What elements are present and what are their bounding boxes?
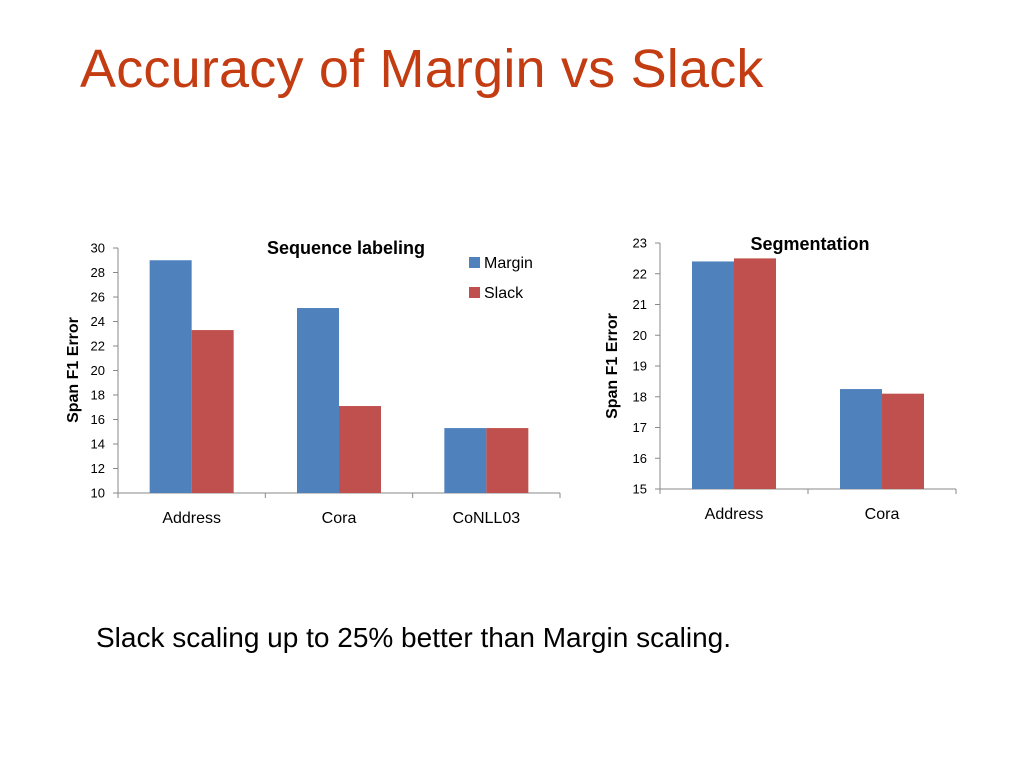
y-tick-label: 16 [633, 451, 647, 466]
bar-slack-address [734, 258, 776, 489]
bar-margin-cora [840, 389, 882, 489]
x-category-label: CoNLL03 [453, 510, 521, 527]
legend-label-margin: Margin [484, 255, 533, 272]
y-tick-label: 14 [91, 437, 105, 452]
chart-title: Segmentation [750, 234, 869, 254]
bar-slack-cora [339, 406, 381, 493]
x-category-label: Address [705, 506, 764, 523]
bar-margin-conll03 [444, 428, 487, 493]
x-category-label: Cora [322, 510, 357, 527]
x-category-label: Address [162, 510, 221, 527]
y-tick-label: 19 [633, 359, 647, 374]
y-axis-title: Span F1 Error [65, 317, 82, 423]
y-tick-label: 30 [91, 241, 105, 256]
bar-margin-address [692, 261, 734, 489]
y-tick-label: 18 [633, 389, 647, 404]
slide-title: Accuracy of Margin vs Slack [80, 39, 764, 99]
x-category-label: Cora [865, 506, 900, 523]
chart-title: Sequence labeling [267, 238, 425, 258]
y-axis-title: Span F1 Error [604, 313, 621, 419]
bar-slack-cora [882, 393, 924, 489]
y-tick-label: 15 [633, 482, 647, 497]
y-tick-label: 20 [91, 363, 105, 378]
y-tick-label: 17 [633, 420, 647, 435]
y-tick-label: 10 [91, 486, 105, 501]
bar-margin-cora [297, 308, 339, 493]
bar-slack-address [191, 330, 234, 493]
y-tick-label: 28 [91, 265, 105, 280]
y-tick-label: 22 [633, 266, 647, 281]
legend-swatch-slack [469, 287, 480, 298]
y-tick-label: 23 [633, 236, 647, 251]
bar-margin-address [149, 260, 192, 493]
y-tick-label: 24 [91, 314, 105, 329]
legend-label-slack: Slack [484, 285, 524, 302]
y-tick-label: 18 [91, 388, 105, 403]
y-tick-label: 16 [91, 412, 105, 427]
y-tick-label: 20 [633, 328, 647, 343]
slide-caption: Slack scaling up to 25% better than Marg… [96, 622, 732, 653]
y-tick-label: 22 [91, 339, 105, 354]
y-tick-label: 26 [91, 290, 105, 305]
y-tick-label: 21 [633, 297, 647, 312]
legend-swatch-margin [469, 257, 480, 268]
y-tick-label: 12 [91, 461, 105, 476]
bar-slack-conll03 [486, 428, 529, 493]
